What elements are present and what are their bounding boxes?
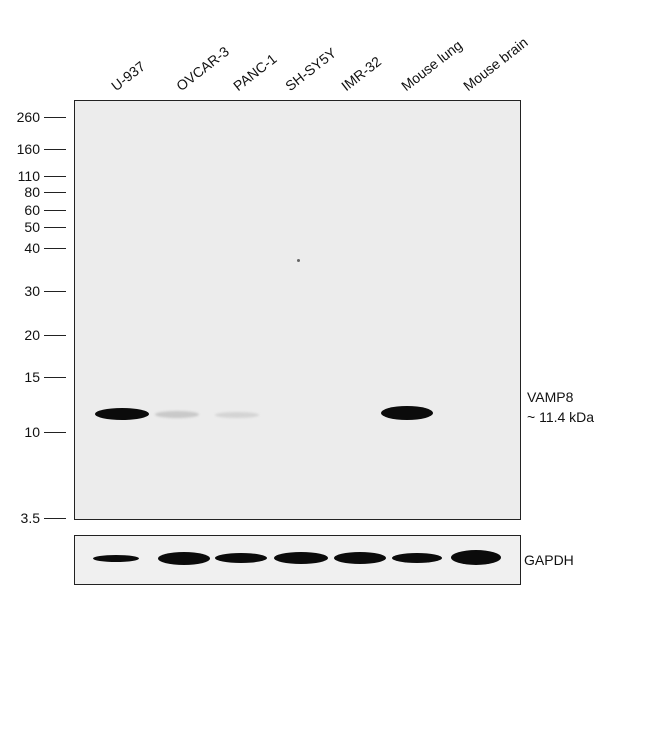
- gapdh-band-mouse-lung: [392, 553, 442, 563]
- gapdh-band-mouse-brain: [451, 550, 501, 565]
- marker-30: 30: [24, 283, 40, 299]
- band-ovcar3-faint: [155, 411, 199, 418]
- tick-20: [44, 335, 66, 336]
- tick-10: [44, 432, 66, 433]
- lane-label-shsy5y: SH-SY5Y: [282, 44, 340, 94]
- main-blot: [74, 100, 521, 520]
- lane-label-ovcar3: OVCAR-3: [173, 43, 233, 94]
- marker-3-5: 3.5: [20, 510, 40, 526]
- tick-50: [44, 227, 66, 228]
- gapdh-band-ovcar3: [158, 552, 210, 565]
- tick-80: [44, 192, 66, 193]
- marker-10: 10: [24, 424, 40, 440]
- tick-30: [44, 291, 66, 292]
- marker-110: 110: [17, 168, 40, 184]
- gapdh-label: GAPDH: [524, 552, 574, 568]
- marker-80: 80: [24, 184, 40, 200]
- lane-label-mouse-brain: Mouse brain: [460, 33, 531, 94]
- band-panc1-faint: [215, 412, 259, 418]
- lane-label-imr32: IMR-32: [338, 53, 385, 94]
- marker-260: 260: [16, 109, 40, 125]
- band-u937: [95, 408, 149, 420]
- tick-3-5: [44, 518, 66, 519]
- marker-40: 40: [24, 240, 40, 256]
- lane-label-u937: U-937: [108, 57, 149, 94]
- band-mouse-lung: [381, 406, 433, 420]
- gapdh-band-panc1: [215, 553, 267, 563]
- marker-50: 50: [24, 219, 40, 235]
- gapdh-band-u937: [93, 555, 139, 562]
- lane-label-mouse-lung: Mouse lung: [398, 36, 466, 94]
- tick-160: [44, 149, 66, 150]
- target-label: VAMP8 ~ 11.4 kDa: [527, 387, 594, 427]
- marker-160: 160: [16, 141, 40, 157]
- tick-260: [44, 117, 66, 118]
- tick-110: [44, 176, 66, 177]
- marker-60: 60: [24, 202, 40, 218]
- marker-20: 20: [24, 327, 40, 343]
- marker-15: 15: [24, 369, 40, 385]
- tick-15: [44, 377, 66, 378]
- target-size: ~ 11.4 kDa: [527, 409, 595, 425]
- lane-label-panc1: PANC-1: [230, 50, 280, 94]
- tick-60: [44, 210, 66, 211]
- tick-40: [44, 248, 66, 249]
- gapdh-band-shsy5y: [274, 552, 328, 564]
- speck: [297, 259, 300, 262]
- target-name: VAMP8: [527, 389, 574, 405]
- gapdh-band-imr32: [334, 552, 386, 564]
- gapdh-blot: [74, 535, 521, 585]
